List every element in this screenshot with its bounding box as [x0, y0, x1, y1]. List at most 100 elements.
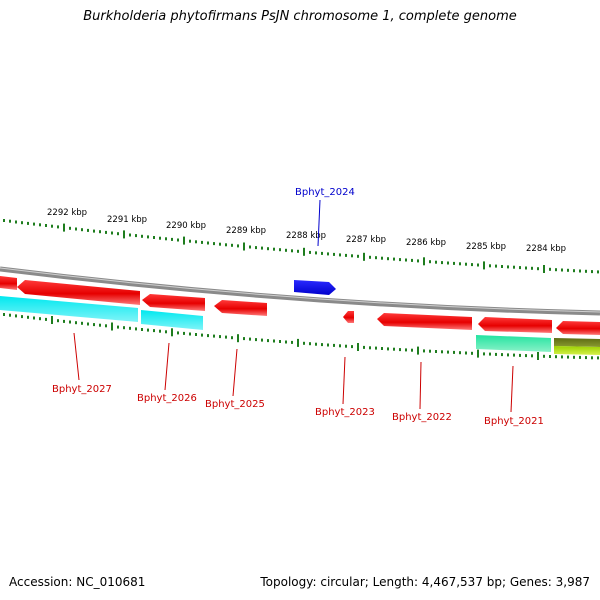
gene-label-bphyt-2021[interactable]: Bphyt_2021 [484, 416, 544, 427]
gene-arrow-bphyt-2026[interactable] [142, 294, 205, 311]
ruler-minor-tick [249, 337, 251, 341]
ruler-minor-tick [519, 353, 521, 357]
ruler-minor-tick [165, 330, 167, 334]
ruler-minor-tick [555, 268, 557, 272]
gene-arrow-bphyt-2022[interactable] [377, 313, 472, 330]
ruler-minor-tick [429, 260, 431, 264]
ruler-major-tick [111, 322, 113, 331]
ruler-minor-tick [405, 348, 407, 352]
ruler-minor-tick [141, 328, 143, 331]
ruler-minor-tick [369, 346, 371, 350]
ruler-major-tick [477, 349, 479, 358]
ruler-minor-tick [129, 233, 131, 237]
gene-arrow-bphyt-2027[interactable] [17, 280, 140, 305]
ruler-major-tick [123, 230, 125, 239]
ruler-minor-tick [411, 258, 413, 262]
ruler-label: 2292 kbp [47, 208, 87, 218]
ruler-minor-tick [579, 269, 581, 273]
ruler-minor-tick [321, 343, 323, 347]
ruler-minor-tick [435, 350, 437, 353]
ruler-minor-tick [57, 319, 59, 323]
feature-bar-lime[interactable] [554, 346, 600, 355]
ruler-minor-tick [57, 225, 59, 229]
ruler-minor-tick [555, 355, 557, 359]
ruler-minor-tick [195, 333, 197, 336]
ruler-minor-tick [147, 235, 149, 239]
ruler-minor-tick [345, 253, 347, 257]
ruler-minor-tick [453, 350, 455, 354]
ruler-minor-tick [285, 248, 287, 252]
gene-arrow-bphyt-2021[interactable] [478, 317, 552, 333]
ruler-minor-tick [207, 241, 209, 245]
gene-arrow[interactable] [0, 276, 17, 290]
ruler-minor-tick [345, 344, 347, 348]
ruler-minor-tick [189, 332, 191, 336]
ruler-minor-tick [381, 347, 383, 350]
ruler-minor-tick [309, 250, 311, 254]
ruler-minor-tick [357, 254, 359, 258]
ruler-minor-tick [447, 350, 449, 354]
ruler-minor-tick [471, 351, 473, 355]
gene-arrow-bphyt-2025[interactable] [214, 300, 267, 316]
feature-bar-cyan[interactable] [141, 310, 203, 330]
ruler-minor-tick [585, 356, 587, 360]
ruler-minor-tick [39, 223, 41, 227]
gene-label-bphyt-2026[interactable]: Bphyt_2026 [137, 393, 197, 404]
ruler-minor-tick [3, 219, 5, 222]
ruler-minor-tick [573, 355, 575, 359]
ruler-major-tick [183, 236, 185, 245]
ruler-minor-tick [309, 342, 311, 346]
gene-label-bphyt-2024[interactable]: Bphyt_2024 [295, 187, 355, 198]
ruler-minor-tick [333, 252, 335, 256]
ruler-minor-tick [135, 234, 137, 238]
ruler-major-tick [171, 328, 173, 337]
gene-label-bphyt-2022[interactable]: Bphyt_2022 [392, 412, 452, 423]
ruler-minor-tick [597, 270, 599, 274]
ruler-minor-tick [459, 262, 461, 266]
ruler-minor-tick [39, 317, 41, 321]
ruler-major-tick [363, 252, 365, 261]
gene-arrow-bphyt-2023[interactable] [343, 311, 354, 323]
ruler-minor-tick [51, 224, 53, 228]
feature-bar-cyan[interactable] [0, 296, 138, 322]
ruler-label: 2290 kbp [166, 221, 206, 231]
ruler-minor-tick [255, 338, 257, 342]
ruler-minor-tick [591, 270, 593, 274]
ruler-minor-tick [81, 228, 83, 232]
ruler-minor-tick [477, 263, 479, 267]
outer-ruler-ticks [3, 219, 599, 274]
gene-label-bphyt-2023[interactable]: Bphyt_2023 [315, 407, 375, 418]
ruler-minor-tick [351, 254, 353, 258]
ruler-minor-tick [87, 322, 89, 326]
ruler-label: 2289 kbp [226, 226, 266, 236]
ruler-minor-tick [453, 261, 455, 265]
gene-arrow-bphyt-2024[interactable] [294, 280, 336, 295]
gene-label-bphyt-2025[interactable]: Bphyt_2025 [205, 399, 265, 410]
ruler-minor-tick [429, 349, 431, 353]
ruler-minor-tick [525, 354, 527, 358]
ruler-minor-tick [513, 265, 515, 269]
ruler-minor-tick [153, 329, 155, 333]
ruler-minor-tick [405, 258, 407, 262]
feature-bar-teal[interactable] [476, 335, 551, 352]
ruler-label: 2291 kbp [107, 215, 147, 225]
ruler-minor-tick [291, 340, 293, 344]
feature-bar-olive[interactable] [554, 338, 600, 347]
ruler-minor-tick [303, 341, 305, 345]
gene-arrow[interactable] [556, 321, 600, 335]
ruler-minor-tick [375, 346, 377, 350]
ruler-minor-tick [297, 249, 299, 253]
ruler-major-tick [243, 242, 245, 251]
ruler-minor-tick [489, 264, 491, 268]
ruler-minor-tick [273, 339, 275, 343]
ruler-minor-tick [267, 247, 269, 251]
gene-label-bphyt-2027[interactable]: Bphyt_2027 [52, 384, 112, 395]
ruler-minor-tick [561, 268, 563, 272]
ruler-minor-tick [351, 345, 353, 349]
ruler-label: 2286 kbp [406, 238, 446, 248]
ruler-minor-tick [597, 356, 599, 360]
ruler-minor-tick [69, 320, 71, 324]
ruler-minor-tick [501, 265, 503, 268]
ruler-minor-tick [567, 268, 569, 272]
ruler-minor-tick [441, 350, 443, 354]
